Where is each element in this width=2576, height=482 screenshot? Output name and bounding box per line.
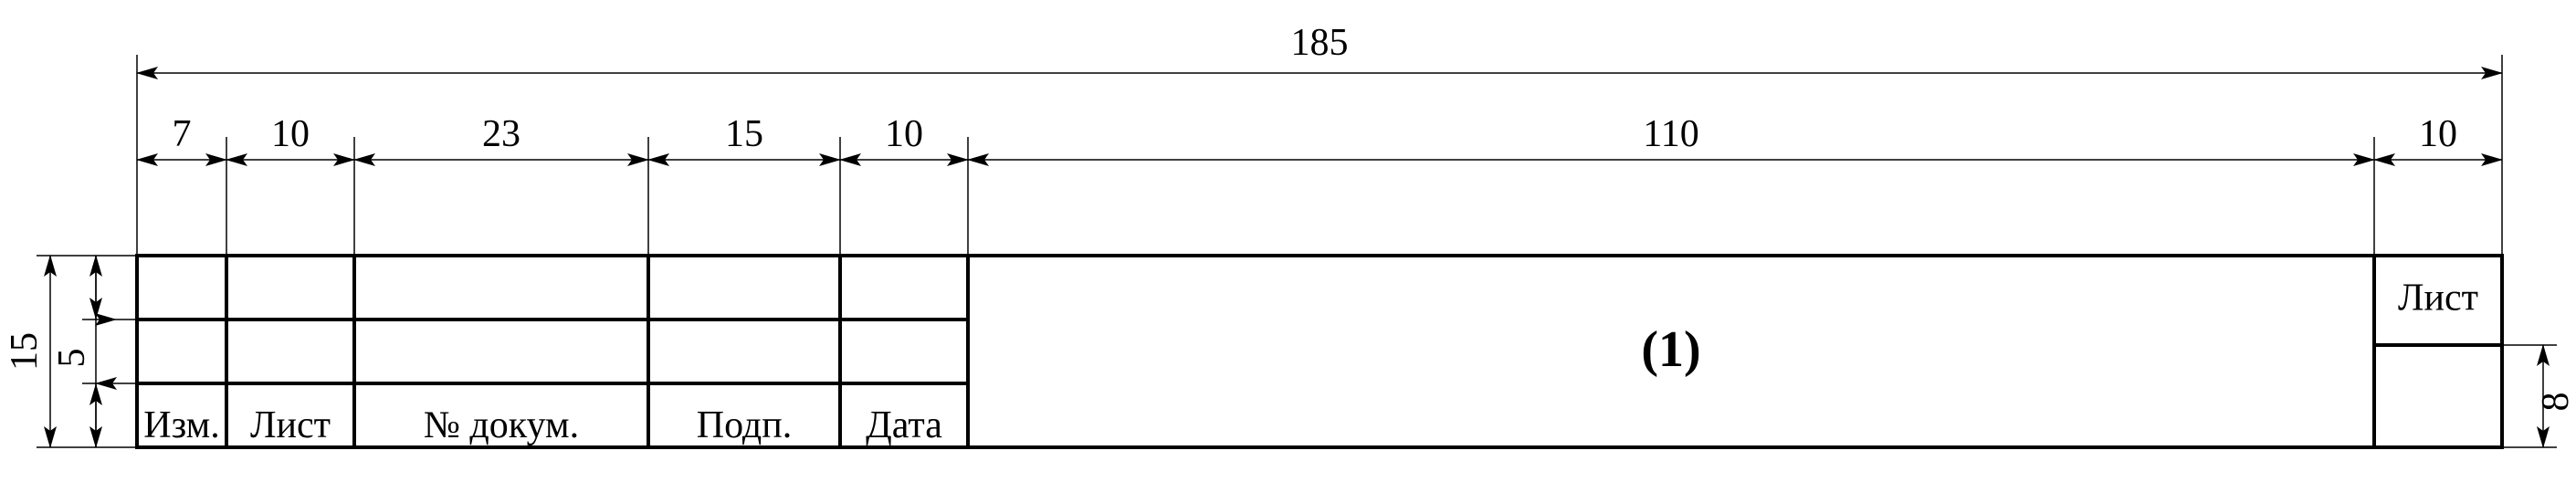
label-sheet: Лист (2398, 278, 2478, 320)
dim-overall-width-value: 185 (1291, 22, 1349, 64)
label-list: Лист (250, 404, 331, 446)
dim-col-sheet: 10 (2419, 113, 2457, 155)
dim-overall-height-value: 15 (4, 332, 46, 371)
title-block-diagram: Изм. Лист № докум. Подп. Дата (1) Лист 1… (0, 0, 2576, 482)
label-izm: Изм. (143, 404, 219, 446)
dim-col-podp: 15 (725, 113, 763, 155)
label-data: Дата (866, 404, 942, 446)
dim-col-data: 10 (885, 113, 923, 155)
dim-sheet-box-height-value: 8 (2535, 393, 2576, 412)
label-podp: Подп. (697, 404, 792, 446)
dim-col-izm: 7 (173, 113, 192, 155)
dim-col-list: 10 (271, 113, 310, 155)
dim-col-dokum: 23 (482, 113, 520, 155)
label-main-field: (1) (1641, 321, 1700, 378)
label-dokum: № докум. (424, 404, 579, 446)
dim-row-height-value: 5 (51, 349, 93, 368)
dim-col-main: 110 (1643, 113, 1698, 155)
